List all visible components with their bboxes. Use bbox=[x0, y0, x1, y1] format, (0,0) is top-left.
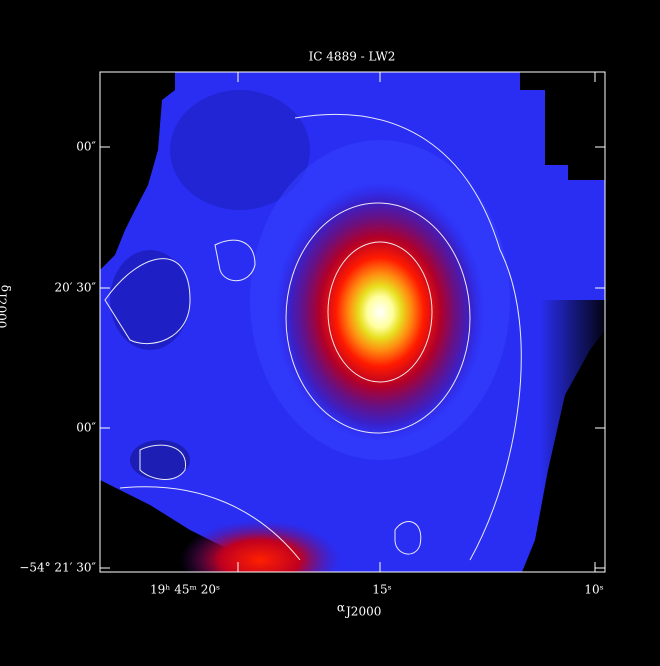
frame bbox=[99, 71, 606, 573]
image-map bbox=[100, 72, 605, 572]
x-axis-label-subscript: J2000 bbox=[344, 605, 381, 619]
y-axis-label-subscript: J2000 bbox=[0, 291, 9, 328]
y-tick-label: 00″ bbox=[76, 140, 96, 154]
x-axis-label: α bbox=[337, 601, 345, 615]
y-axis-label-group: δ J2000 bbox=[0, 285, 13, 329]
y-tick-label: −54° 21′ 30″ bbox=[19, 561, 96, 575]
tick-marks bbox=[100, 72, 605, 572]
x-tick-label: 15ˢ bbox=[372, 583, 391, 597]
x-tick-label: 19ʰ 45ᵐ 20ˢ bbox=[150, 583, 220, 597]
y-axis-label: δ bbox=[0, 285, 13, 292]
x-tick-label: 10ˢ bbox=[584, 583, 603, 597]
y-tick-label: 20′ 30″ bbox=[54, 281, 96, 295]
title: IC 4889 - LW2 bbox=[309, 50, 396, 64]
y-tick-label: 00″ bbox=[76, 421, 96, 435]
